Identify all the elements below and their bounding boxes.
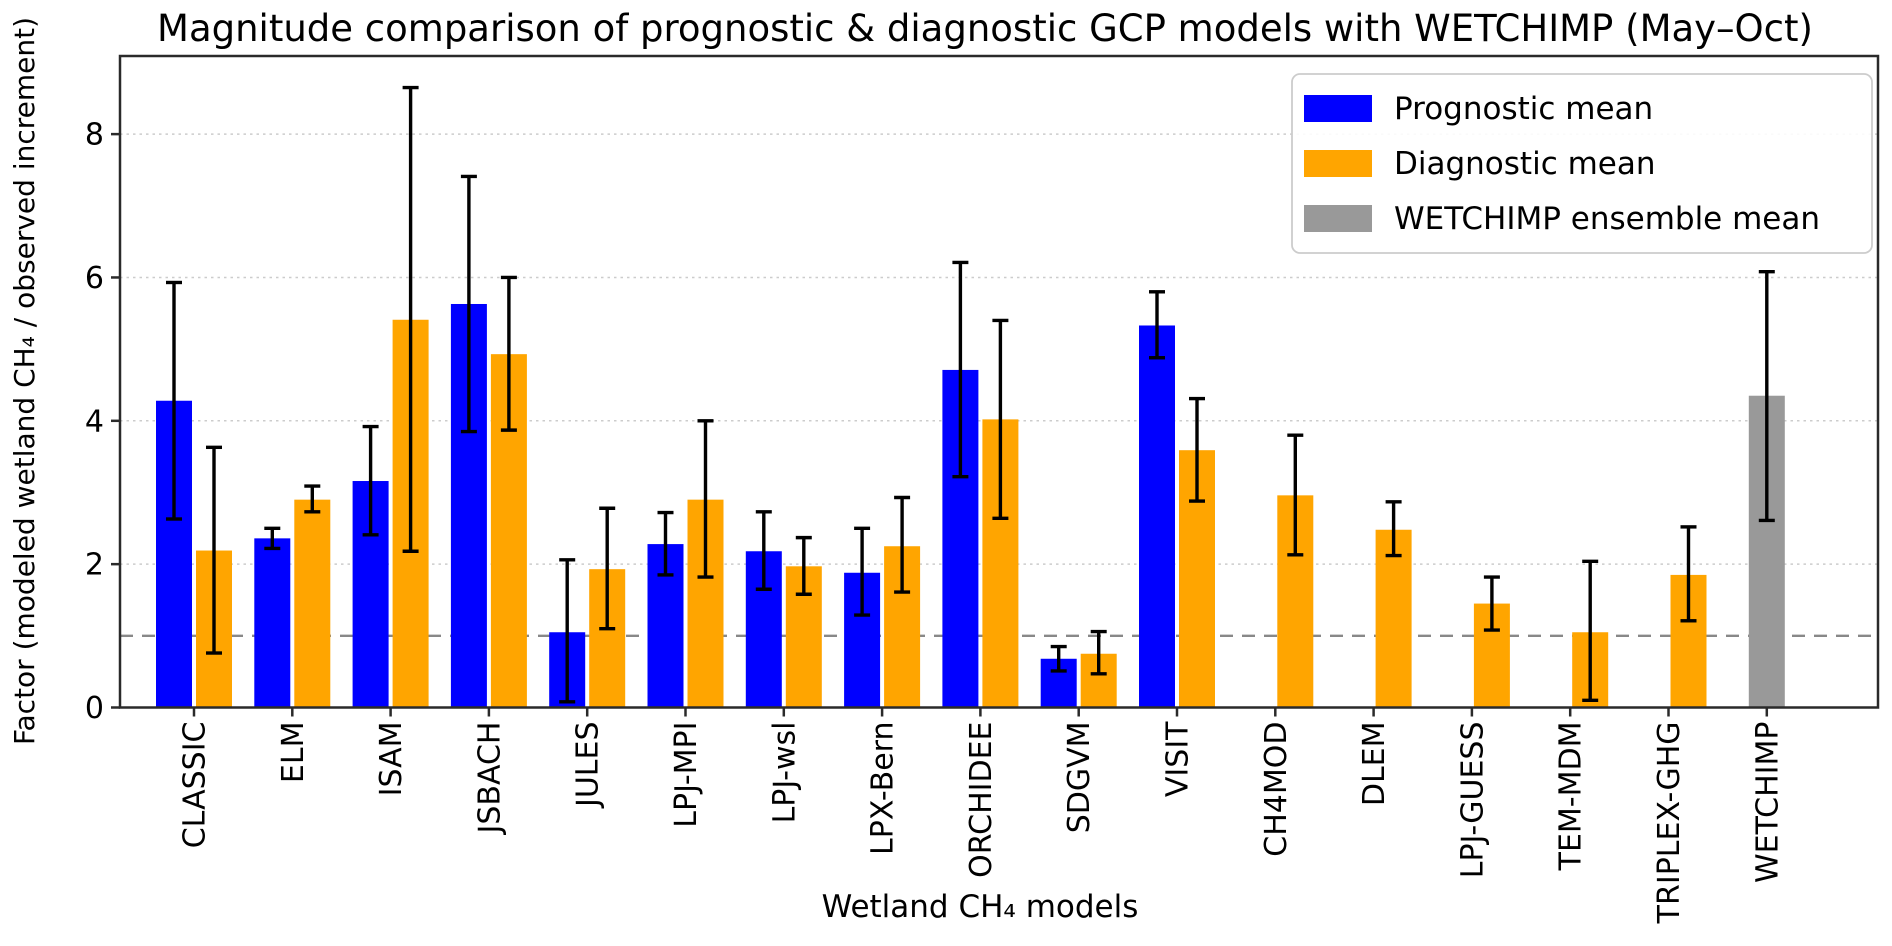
x-tick-label-TEM-MDM: TEM-MDM <box>1554 722 1589 872</box>
legend: Prognostic mean Diagnostic mean WETCHIMP… <box>1291 73 1873 254</box>
x-tick-label-ISAM: ISAM <box>374 722 409 797</box>
plot-frame <box>118 54 1880 709</box>
x-tick-label-ELM: ELM <box>276 722 311 784</box>
legend-swatch-diagnostic <box>1304 150 1372 177</box>
y-tick-label-2: 2 <box>85 548 104 583</box>
x-tick-label-LPJ-GUESS: LPJ-GUESS <box>1455 722 1490 879</box>
legend-label-diagnostic: Diagnostic mean <box>1394 146 1656 182</box>
bar-ELM-1 <box>294 499 331 708</box>
legend-swatch-prognostic <box>1304 95 1372 122</box>
axis-ticks-layer: 0 2 4 6 8 CLASSIC ELM ISAM JSBACH JULES LPJ-MPI LPJ… <box>85 118 1785 925</box>
x-axis-label: Wetland CH₄ models <box>822 889 1139 925</box>
x-tick-label-LPJ-MPI: LPJ-MPI <box>669 722 704 828</box>
x-tick-label-VISIT: VISIT <box>1161 721 1196 797</box>
x-tick-label-WETCHIMP: WETCHIMP <box>1750 722 1785 884</box>
error-bars-layer <box>166 85 1775 704</box>
legend-swatch-wetchimp <box>1304 205 1372 232</box>
bar-VISIT-0 <box>1139 325 1175 708</box>
legend-box <box>1291 73 1873 254</box>
x-tick-label-CH4MOD: CH4MOD <box>1259 722 1294 857</box>
y-tick-label-8: 8 <box>85 118 104 153</box>
x-tick-label-JSBACH: JSBACH <box>472 722 507 836</box>
chart-title: Magnitude comparison of prognostic & dia… <box>157 7 1813 50</box>
legend-label-wetchimp: WETCHIMP ensemble mean <box>1394 201 1820 237</box>
x-tick-label-CLASSIC: CLASSIC <box>178 722 213 849</box>
x-tick-label-JULES: JULES <box>571 722 606 810</box>
bar-DLEM-1 <box>1375 529 1412 708</box>
bars-layer <box>156 303 1785 708</box>
y-tick-label-4: 4 <box>85 404 104 439</box>
y-tick-label-6: 6 <box>85 261 104 296</box>
x-tick-label-LPJ-wsl: LPJ-wsl <box>767 722 802 824</box>
y-axis-label: Factor (modeled wetland CH₄ / observed i… <box>8 17 41 745</box>
y-tick-label-0: 0 <box>85 691 104 726</box>
x-tick-label-ORCHIDEE: ORCHIDEE <box>964 722 999 878</box>
x-tick-label-SDGVM: SDGVM <box>1062 722 1097 834</box>
x-tick-label-TRIPLEX-GHG: TRIPLEX-GHG <box>1652 722 1687 925</box>
x-tick-label-LPX-Bern: LPX-Bern <box>866 722 901 855</box>
legend-label-prognostic: Prognostic mean <box>1394 91 1653 127</box>
bar-ELM-0 <box>254 538 291 708</box>
x-tick-label-DLEM: DLEM <box>1357 722 1392 807</box>
